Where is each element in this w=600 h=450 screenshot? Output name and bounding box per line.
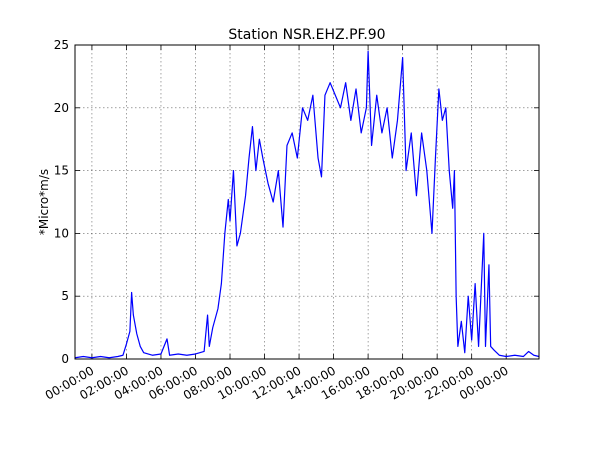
y-tick-label: 20 xyxy=(54,101,69,115)
data-line xyxy=(74,50,540,359)
y-tick-label: 25 xyxy=(54,38,69,52)
y-tick-label: 15 xyxy=(54,164,69,178)
y-tick-label: 0 xyxy=(61,352,69,366)
y-tick-label: 10 xyxy=(54,226,69,240)
chart-title: Station NSR.EHZ.PF.90 xyxy=(228,27,385,43)
plot-frame xyxy=(74,44,540,360)
y-axis-label: *Micro*m/s xyxy=(37,169,51,235)
y-tick-label: 5 xyxy=(61,289,69,303)
